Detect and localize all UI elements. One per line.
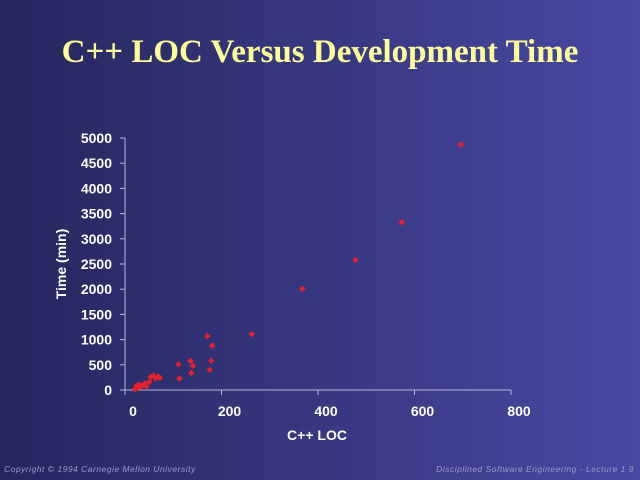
data-point <box>131 385 139 393</box>
y-tick-label: 5000 <box>81 130 112 146</box>
y-tick-label: 2000 <box>81 281 112 297</box>
y-tick-label: 4000 <box>81 180 112 196</box>
y-tick-label: 0 <box>104 382 112 398</box>
data-point <box>189 362 197 370</box>
data-point <box>156 374 164 382</box>
x-tick-label: 800 <box>507 403 531 419</box>
data-point <box>206 366 213 374</box>
data-point <box>398 218 406 226</box>
data-point <box>187 357 194 364</box>
y-axis-label: Time (min) <box>53 229 69 300</box>
data-point <box>146 378 153 386</box>
data-point <box>457 141 464 148</box>
x-tick-label: 200 <box>218 403 242 419</box>
y-axis: 0 500 1000 1500 2000 2500 3000 3500 4000 4500 5000 <box>81 130 126 398</box>
data-point <box>154 373 162 380</box>
y-tick-label: 3500 <box>81 206 112 222</box>
data-point <box>143 383 150 390</box>
data-points <box>131 141 464 393</box>
data-point <box>352 256 359 264</box>
x-axis-label: C++ LOC <box>287 427 347 443</box>
data-point <box>176 375 183 382</box>
data-point <box>175 361 182 368</box>
copyright-footer: Copyright © 1994 Carnegie Mellon Univers… <box>4 464 196 474</box>
y-tick-label: 3000 <box>81 231 112 247</box>
lecture-footer: Disciplined Software Engineering - Lectu… <box>436 464 634 474</box>
slide-title: C++ LOC Versus Development Time <box>61 34 579 70</box>
data-point <box>299 285 306 292</box>
y-tick-label: 2500 <box>81 256 112 272</box>
y-tick-label: 500 <box>89 357 113 373</box>
data-point <box>208 357 215 364</box>
data-point <box>204 332 211 340</box>
y-tick-label: 4500 <box>81 155 112 171</box>
y-tick-label: 1000 <box>81 332 112 348</box>
x-tick-label: 600 <box>411 403 435 419</box>
y-tick-label: 1500 <box>81 306 112 322</box>
data-point <box>188 369 195 377</box>
data-point <box>209 342 216 349</box>
x-tick-label: 0 <box>129 403 137 419</box>
data-point <box>248 330 255 338</box>
x-axis: 0 200 400 600 800 <box>124 389 531 419</box>
x-tick-label: 400 <box>314 403 338 419</box>
